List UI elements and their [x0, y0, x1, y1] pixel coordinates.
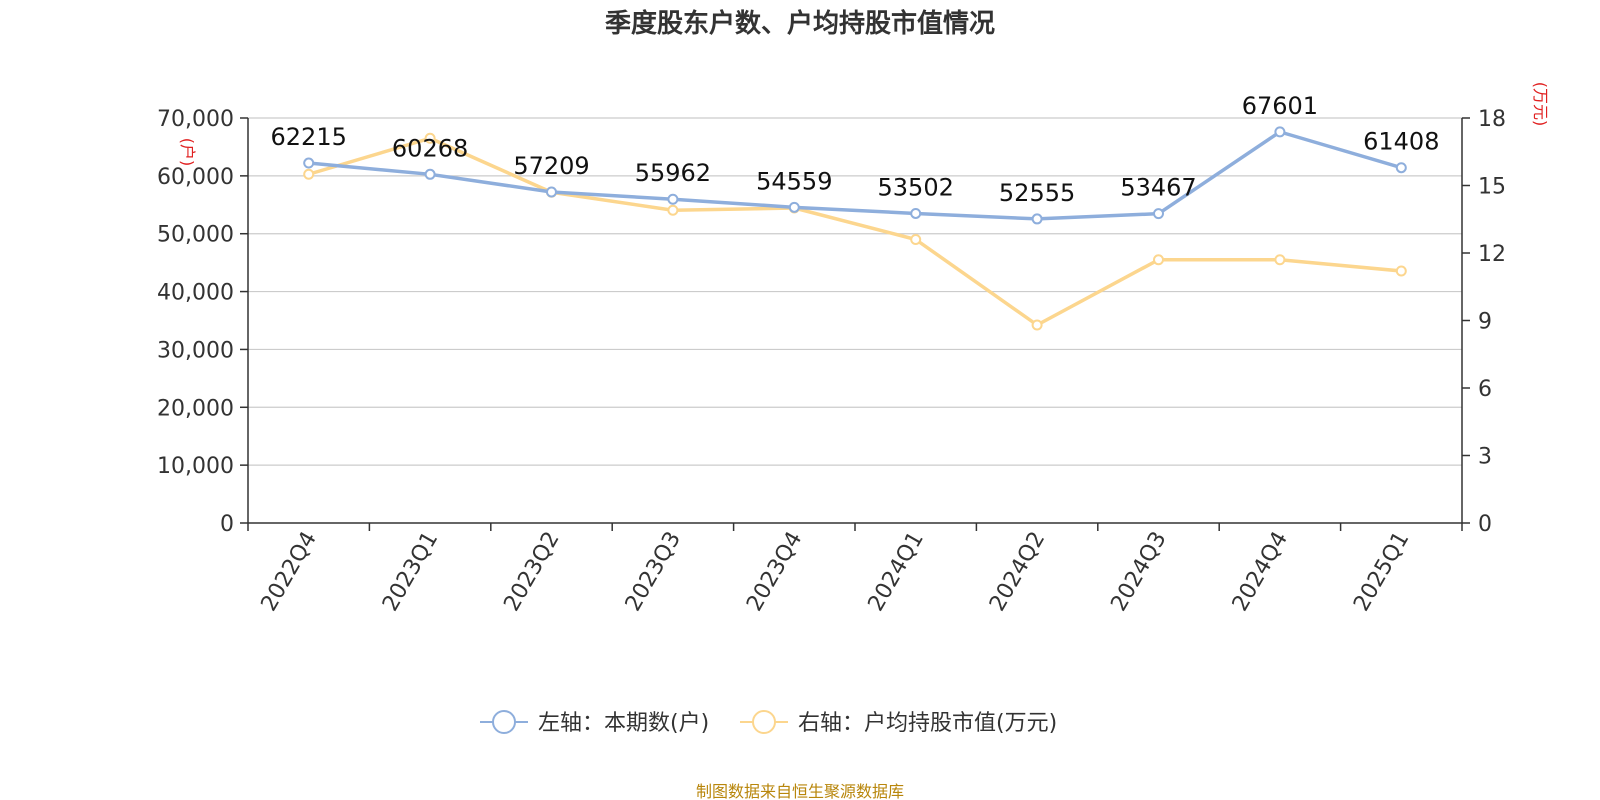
avg-value-point: [303, 168, 315, 180]
left-axis-tick-label: 10,000: [157, 454, 234, 479]
avg-value-point: [1395, 265, 1407, 277]
holders-data-label: 55962: [635, 159, 711, 187]
holders-data-label: 62215: [271, 123, 347, 151]
avg-value-point: [910, 234, 922, 245]
holders-point: [1153, 208, 1164, 220]
avg-value-point: [1274, 254, 1286, 266]
right-axis-tick-label: 6: [1478, 377, 1492, 402]
avg-value-point: [1153, 254, 1164, 266]
left-axis-tick-label: 50,000: [157, 223, 234, 248]
x-axis-tick-label: 2023Q4: [742, 528, 807, 616]
right-axis-tick-label: 9: [1478, 310, 1492, 335]
chart-title: 季度股东户数、户均持股市值情况: [605, 8, 995, 39]
x-axis-tick-label: 2023Q2: [499, 528, 564, 616]
holders-point: [667, 193, 679, 205]
left-axis-tick-label: 70,000: [157, 107, 234, 132]
holders-point: [546, 186, 557, 198]
holders-data-label: 60268: [392, 134, 468, 162]
holders-data-label: 61408: [1363, 128, 1439, 156]
holders-point: [1395, 162, 1407, 174]
holders-line: [308, 130, 1402, 221]
right-axis-unit: (万元): [1531, 82, 1550, 127]
holders-data-label: 57209: [513, 152, 589, 180]
x-axis-tick-label: 2024Q2: [985, 528, 1050, 616]
holders-data-label: 67601: [1242, 92, 1318, 120]
x-axis-tick-label: 2024Q1: [864, 528, 929, 616]
legend-item-avg-value: 右轴：户均持股市值(万元): [740, 710, 1057, 736]
right-axis-tick-label: 12: [1478, 242, 1506, 267]
holders-point: [910, 207, 922, 219]
x-axis-tick-label: 2024Q3: [1106, 528, 1171, 616]
left-axis-tick-label: 30,000: [157, 338, 234, 363]
x-axis-tick-label: 2023Q3: [621, 528, 686, 616]
x-axis-tick-label: 2024Q4: [1228, 528, 1293, 616]
left-axis-tick-label: 60,000: [157, 165, 234, 190]
right-axis-tick-label: 15: [1478, 175, 1506, 200]
holders-data-label: 53467: [1120, 174, 1196, 202]
legend-marker: [492, 710, 516, 734]
holders-point: [424, 168, 436, 180]
holders-data-label: 53502: [878, 173, 954, 201]
source-note: 制图数据来自恒生聚源数据库: [695, 782, 904, 800]
x-axis-tick-label: 2023Q1: [378, 528, 443, 616]
left-axis-tick-label: 40,000: [157, 281, 234, 306]
avg-value-line: [308, 136, 1402, 327]
holders-point: [1031, 213, 1043, 225]
legend-label: 左轴：本期数(户): [538, 711, 709, 736]
avg-value-point: [667, 204, 679, 216]
holders-point: [1274, 126, 1286, 138]
legend-label: 右轴：户均持股市值(万元): [798, 711, 1057, 736]
x-axis-tick-label: 2025Q1: [1349, 528, 1414, 616]
holders-data-label: 54559: [756, 167, 832, 195]
avg-value-point: [424, 132, 436, 144]
right-axis-tick-label: 0: [1478, 512, 1492, 537]
holders-data-label: 52555: [999, 179, 1075, 207]
right-axis-tick-label: 18: [1478, 107, 1506, 132]
x-axis-tick-label: 2022Q4: [257, 528, 322, 616]
right-axis-tick-label: 3: [1478, 445, 1492, 470]
legend-item-holders: 左轴：本期数(户): [480, 710, 709, 736]
left-axis-tick-label: 20,000: [157, 396, 234, 421]
left-axis-unit: (户): [178, 138, 197, 167]
left-axis-tick-label: 0: [220, 512, 234, 537]
holders-point: [303, 157, 315, 169]
legend-marker: [752, 710, 776, 734]
holders-point: [788, 201, 800, 213]
avg-value-point: [1031, 319, 1043, 331]
